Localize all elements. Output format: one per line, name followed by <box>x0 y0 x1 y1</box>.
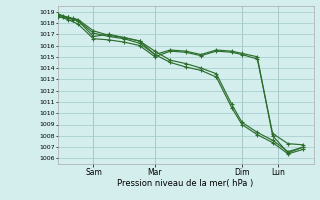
X-axis label: Pression niveau de la mer( hPa ): Pression niveau de la mer( hPa ) <box>117 179 254 188</box>
